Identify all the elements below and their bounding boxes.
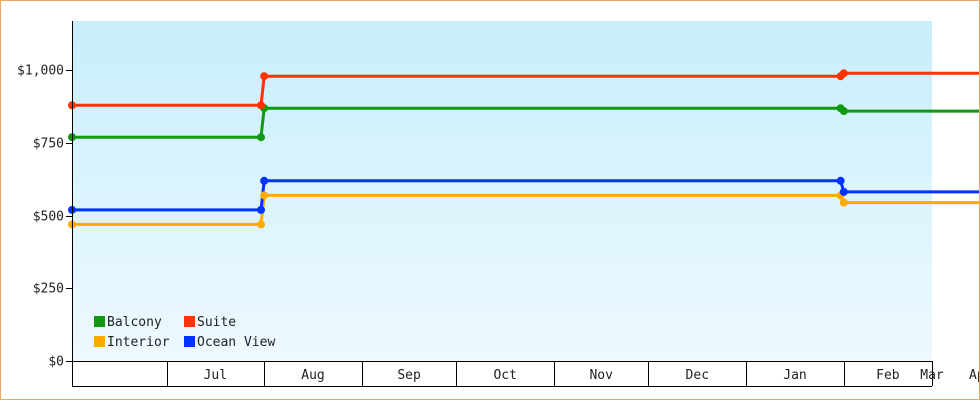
legend-swatch <box>184 336 195 347</box>
y-tick-label: $500 <box>33 210 64 225</box>
legend-item-interior[interactable]: Interior <box>94 335 170 350</box>
y-tick-label: $750 <box>33 137 64 152</box>
x-tick-label: Nov <box>589 368 613 383</box>
legend-label: Balcony <box>107 315 162 330</box>
legend-swatch <box>94 316 105 327</box>
x-tick-label: Aug <box>301 368 324 383</box>
interior-point[interactable] <box>260 191 269 200</box>
legend-label: Interior <box>107 335 170 350</box>
x-tick-label: Sep <box>397 368 421 383</box>
axes: $0 $250 $500 $750 $1,000 Jul Aug Sep Oct Nov Dec Ja… <box>17 21 980 387</box>
legend: Balcony Suite Interior Ocean View <box>94 315 275 350</box>
legend-swatch <box>94 336 105 347</box>
balcony-point[interactable] <box>839 107 848 116</box>
suite-line <box>72 71 980 107</box>
ocean-view-point[interactable] <box>839 187 848 196</box>
y-tick-label: $0 <box>48 355 64 370</box>
legend-item-ocean-view[interactable]: Ocean View <box>184 335 275 350</box>
series-lines <box>72 71 980 226</box>
legend-swatch <box>184 316 195 327</box>
balcony-line <box>72 106 980 139</box>
legend-item-suite[interactable]: Suite <box>184 315 236 330</box>
suite-point[interactable] <box>260 72 269 81</box>
ocean-view-point[interactable] <box>257 205 265 214</box>
suite-point[interactable] <box>257 101 265 110</box>
plot-background <box>72 21 932 361</box>
x-tick-label: Apr <box>969 368 979 383</box>
interior-line <box>72 193 980 226</box>
ocean-view-point[interactable] <box>260 176 269 185</box>
interior-point[interactable] <box>839 198 848 207</box>
ocean-view-line <box>72 179 980 212</box>
y-tick-label: $1,000 <box>17 64 64 79</box>
x-tick-label: Dec <box>686 368 709 383</box>
ocean-view-point[interactable] <box>836 176 845 185</box>
suite-point[interactable] <box>839 69 848 78</box>
x-tick-label: Jul <box>204 368 227 383</box>
legend-label: Ocean View <box>197 335 275 350</box>
balcony-point[interactable] <box>257 133 265 142</box>
x-tick-label: Jan <box>783 368 806 383</box>
x-tick-label: Mar <box>920 368 944 383</box>
x-tick-label: Oct <box>493 368 516 383</box>
legend-label: Suite <box>197 315 236 330</box>
x-tick-label: Feb <box>876 368 900 383</box>
interior-point[interactable] <box>257 220 265 229</box>
y-tick-label: $250 <box>33 282 64 297</box>
legend-item-balcony[interactable]: Balcony <box>94 315 162 330</box>
